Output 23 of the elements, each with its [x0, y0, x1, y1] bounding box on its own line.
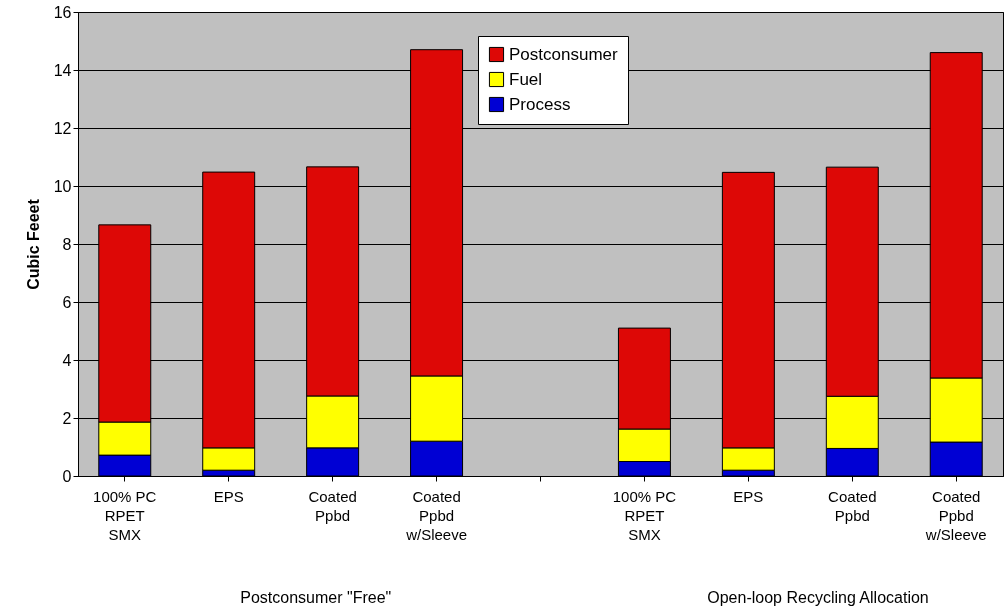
text: Postconsumer "Free" — [240, 589, 392, 606]
y-tick-label: 8 — [62, 235, 72, 253]
legend-label: Process — [509, 94, 571, 114]
y-tick-label: 0 — [62, 467, 72, 485]
y-tick-label: 6 — [62, 293, 72, 311]
y-tick-label: 12 — [53, 119, 72, 137]
y-tick-label: 2 — [62, 409, 72, 427]
x-tick-label: 100% PC RPET SMX — [93, 487, 157, 543]
x-tick-label: Coated Ppbd w/Sleeve — [405, 487, 467, 543]
x-tick-label: EPS — [733, 487, 764, 505]
x-tick-label: Coated Ppbd w/Sleeve — [924, 487, 987, 543]
y-tick-label: 4 — [62, 351, 72, 369]
text: Open-loop Recycling Allocation — [707, 589, 929, 606]
y-tick-label: 10 — [53, 177, 72, 195]
legend-label: Postconsumer — [509, 44, 618, 64]
legend-label: Fuel — [509, 69, 543, 89]
x-tick-label: EPS — [213, 487, 244, 505]
x-tick-label: 100% PC RPET SMX — [612, 487, 677, 543]
x-tick-label: Coated Ppbd — [308, 487, 357, 524]
x-tick-label: Coated Ppbd — [828, 487, 877, 524]
y-tick-label: 16 — [53, 3, 72, 21]
y-tick-label: 14 — [53, 61, 72, 79]
y-axis-title: Cubic Feeet — [24, 198, 42, 290]
